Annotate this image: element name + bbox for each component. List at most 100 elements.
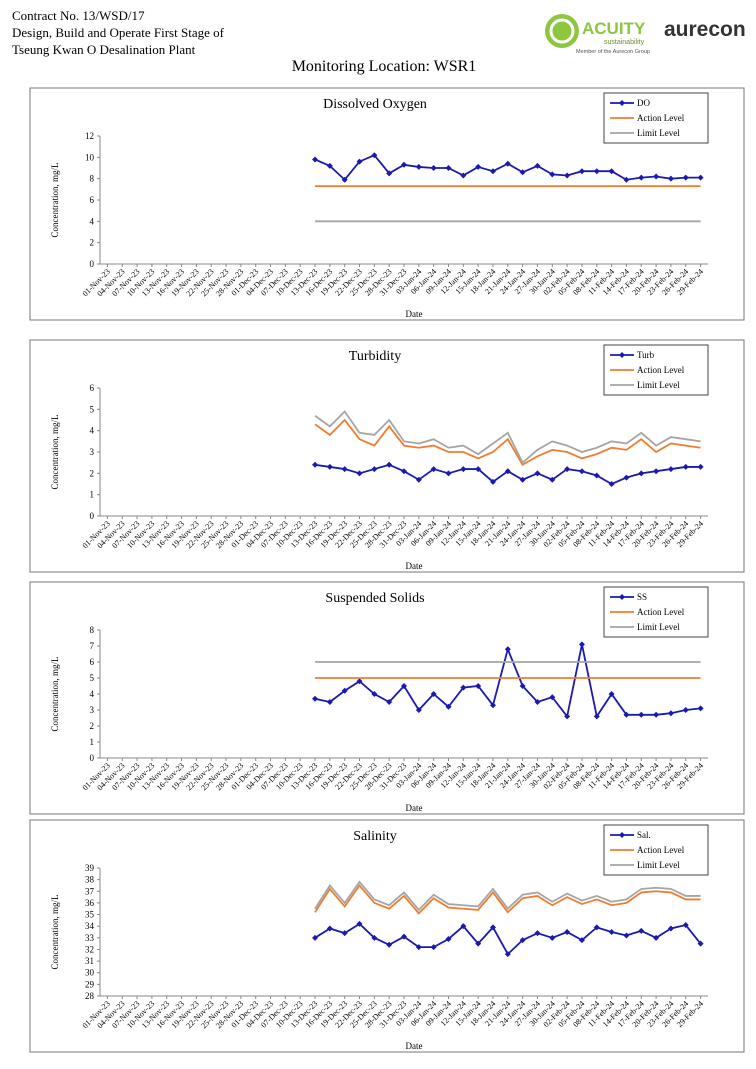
series-line <box>314 880 701 912</box>
acuity-logo: ACUITY sustainability Member of the Aure… <box>545 14 650 55</box>
data-point <box>549 476 556 483</box>
data-point <box>460 923 467 930</box>
y-tick-label: 34 <box>85 921 95 931</box>
data-point <box>564 172 571 179</box>
data-point <box>445 470 452 477</box>
x-axis-label: Date <box>406 1041 423 1051</box>
y-tick-label: 6 <box>90 657 95 667</box>
data-point <box>415 707 422 713</box>
page-title: Monitoring Location: WSR1 <box>292 58 477 75</box>
contract-line: Contract No. 13/WSD/17 <box>12 8 145 23</box>
y-tick-label: 3 <box>90 705 95 715</box>
data-point <box>667 466 674 473</box>
data-point <box>326 699 333 705</box>
data-point <box>489 924 496 931</box>
contract-line: Design, Build and Operate First Stage of <box>12 25 225 40</box>
data-point <box>489 702 496 709</box>
legend-label: Action Level <box>637 365 685 375</box>
data-point <box>430 691 437 697</box>
data-point <box>519 683 526 689</box>
data-point <box>519 169 526 176</box>
data-point <box>326 162 333 169</box>
data-point <box>638 711 645 718</box>
chart-title: Dissolved Oxygen <box>323 97 427 112</box>
data-point <box>697 174 704 181</box>
data-point <box>697 705 704 712</box>
y-tick-label: 2 <box>90 468 95 478</box>
data-point <box>578 937 585 944</box>
data-point <box>312 934 319 941</box>
data-point <box>608 168 615 175</box>
y-tick-label: 6 <box>90 383 95 393</box>
data-point <box>638 174 645 181</box>
data-point <box>682 922 689 929</box>
data-point <box>445 703 452 710</box>
data-point <box>682 707 689 713</box>
data-point <box>430 165 437 171</box>
y-tick-label: 8 <box>90 625 95 635</box>
y-tick-label: 4 <box>90 426 95 436</box>
data-point <box>608 929 615 935</box>
data-point <box>356 678 363 685</box>
data-point <box>578 468 585 475</box>
y-axis-label: Concentration, mg/L <box>50 895 60 970</box>
y-tick-label: 0 <box>90 259 95 269</box>
data-point <box>623 474 630 481</box>
data-point <box>386 941 393 948</box>
data-point <box>682 174 689 181</box>
data-point <box>371 934 378 941</box>
data-point <box>341 176 348 183</box>
data-point <box>638 927 645 934</box>
data-point <box>401 683 407 689</box>
y-tick-label: 30 <box>85 968 95 978</box>
x-axis-label: Date <box>406 803 423 813</box>
data-point <box>593 924 600 931</box>
y-tick-label: 8 <box>90 174 95 184</box>
y-tick-label: 5 <box>90 673 95 683</box>
y-tick-label: 1 <box>90 490 95 500</box>
series-line <box>314 410 701 465</box>
data-point <box>460 466 467 473</box>
data-point <box>578 168 585 175</box>
data-point <box>326 925 333 932</box>
data-point <box>623 176 630 183</box>
y-tick-label: 39 <box>85 863 95 873</box>
data-point <box>475 683 482 689</box>
data-point <box>415 476 422 483</box>
legend-label: Action Level <box>637 845 685 855</box>
y-tick-label: 4 <box>90 689 95 699</box>
legend-label: Limit Level <box>637 622 680 632</box>
data-point <box>386 699 393 705</box>
y-tick-label: 7 <box>90 641 95 651</box>
chart: Dissolved Oxygen Concentration, mg/L Date 0… <box>29 87 745 321</box>
data-point <box>608 481 615 487</box>
data-point <box>653 173 660 180</box>
legend-label: DO <box>637 98 650 108</box>
y-tick-label: 32 <box>85 944 94 954</box>
legend-marker <box>619 100 625 106</box>
data-point <box>445 935 452 942</box>
data-point <box>356 920 363 927</box>
data-point <box>312 461 319 468</box>
y-tick-label: 37 <box>85 886 95 896</box>
data-point <box>504 646 511 653</box>
chart: Suspended Solids Concentration, mg/L Date 0… <box>29 581 745 815</box>
data-point <box>341 466 348 473</box>
logo-tagline: sustainability <box>604 39 645 46</box>
data-point <box>371 466 378 473</box>
data-point <box>341 687 348 694</box>
y-tick-label: 31 <box>85 956 94 966</box>
series-line <box>314 883 701 915</box>
legend-marker <box>619 594 625 600</box>
logo-ring <box>549 18 575 44</box>
legend-label: Sal. <box>637 830 651 840</box>
data-point <box>549 694 556 701</box>
data-point <box>534 162 541 169</box>
data-point <box>430 466 437 473</box>
data-point <box>623 711 630 718</box>
data-point <box>386 461 393 468</box>
data-point <box>667 175 674 182</box>
